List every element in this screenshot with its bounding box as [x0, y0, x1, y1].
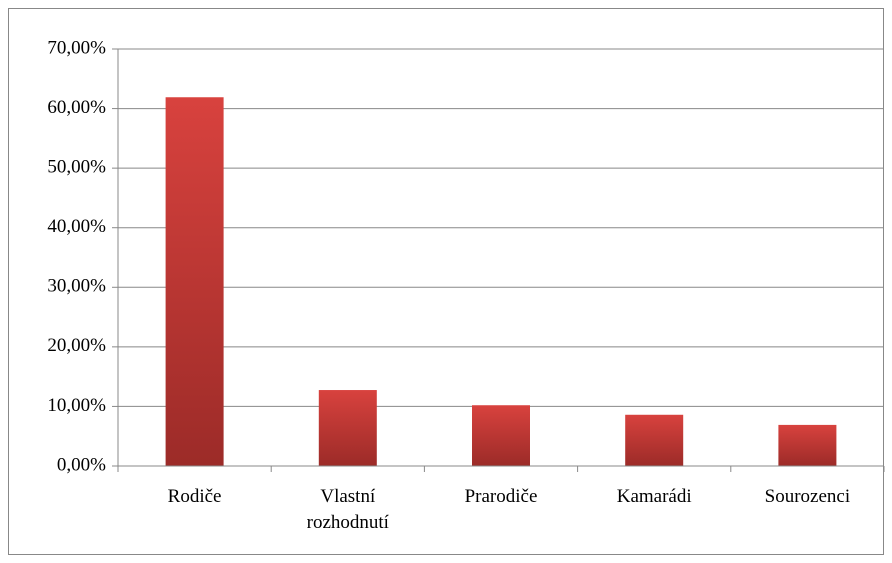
y-tick-label: 60,00% [47, 97, 106, 118]
x-tick-label: Kamarádi [616, 486, 692, 507]
x-tick-label: Sourozenci [764, 486, 851, 507]
bar [778, 424, 837, 466]
bar [318, 390, 377, 466]
x-tick-label: Vlastní rozhodnutí [306, 486, 389, 533]
y-tick-label: 40,00% [47, 216, 106, 237]
x-tick-label: Prarodiče [464, 486, 538, 507]
x-tick-label: Rodiče [167, 486, 222, 507]
chart-border [8, 8, 884, 555]
y-tick-label: 0,00% [57, 454, 106, 475]
y-tick-label: 20,00% [47, 335, 106, 356]
y-tick-label: 50,00% [47, 157, 106, 178]
y-tick-label: 70,00% [47, 37, 106, 58]
bar [625, 414, 684, 466]
bar [472, 405, 530, 466]
bar [165, 97, 224, 466]
y-tick-label: 30,00% [47, 276, 106, 297]
y-tick-label: 10,00% [47, 395, 106, 416]
